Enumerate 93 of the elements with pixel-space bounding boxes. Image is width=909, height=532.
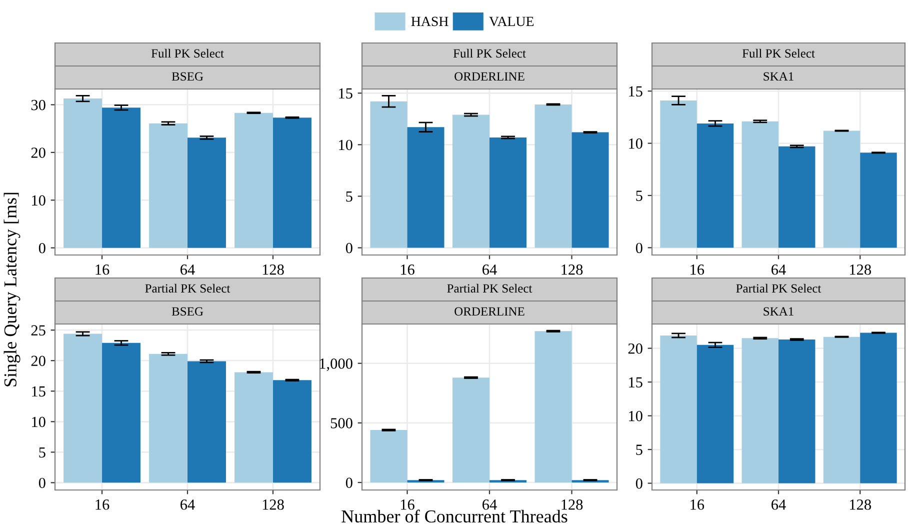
x-tick-label: 128 xyxy=(562,264,583,275)
y-tick-label: 500 xyxy=(330,418,352,428)
legend-label: VALUE xyxy=(489,16,534,26)
bar xyxy=(823,336,860,484)
y-tick-label: 25 xyxy=(31,325,46,336)
x-tick-label: 64 xyxy=(482,264,497,275)
x-tick-label: 128 xyxy=(562,499,583,510)
y-tick-label: 1,000 xyxy=(320,358,352,371)
bar xyxy=(102,108,140,248)
chart-title: Partial PK Select xyxy=(145,284,230,293)
y-tick-label: 15 xyxy=(32,386,46,397)
chart-title: Full PK Select xyxy=(453,48,526,58)
x-tick-label: 64 xyxy=(772,264,786,275)
x-axis-title: Number of Concurrent Threads xyxy=(342,510,568,523)
bar xyxy=(534,104,572,248)
x-tick-label: 64 xyxy=(482,500,497,510)
y-tick-label: 30 xyxy=(31,100,46,110)
bar xyxy=(860,152,897,248)
chart-subtitle: BSEG xyxy=(172,307,204,316)
y-tick-label: 10 xyxy=(32,195,46,206)
x-tick-label: 16 xyxy=(690,264,704,275)
x-tick-label: 128 xyxy=(850,264,871,275)
chart-subtitle: SKA1 xyxy=(764,307,794,316)
bar xyxy=(778,146,816,248)
y-tick-label: 0 xyxy=(38,242,46,254)
bar xyxy=(234,112,273,248)
bar xyxy=(742,121,778,248)
bar xyxy=(696,123,734,248)
chart-subtitle: ORDERLINE xyxy=(454,72,524,81)
bar xyxy=(188,361,226,483)
legend-label: HASH xyxy=(411,16,448,26)
x-tick-label: 16 xyxy=(690,500,704,510)
y-tick-label: 15 xyxy=(629,377,642,388)
y-axis-title: Single Query Latency [ms] xyxy=(4,192,20,386)
bar xyxy=(452,114,490,248)
y-tick-label: 0 xyxy=(38,478,46,488)
y-tick-label: 0 xyxy=(346,242,352,254)
bar xyxy=(534,331,572,482)
y-tick-label: 10 xyxy=(629,410,642,422)
bar xyxy=(572,132,609,248)
y-tick-label: 20 xyxy=(31,148,46,158)
y-tick-label: 0 xyxy=(636,242,642,254)
chart-subtitle: BSEG xyxy=(172,72,204,81)
bar xyxy=(696,344,734,484)
y-tick-label: 5 xyxy=(636,190,642,201)
y-tick-label: 10 xyxy=(629,138,642,149)
bar xyxy=(149,354,188,483)
chart-subtitle: ORDERLINE xyxy=(454,307,524,316)
bar xyxy=(149,123,188,248)
y-tick-label: 10 xyxy=(339,140,352,150)
y-tick-label: 5 xyxy=(39,447,46,458)
bar xyxy=(660,100,697,248)
chart-title: Full PK Select xyxy=(151,48,224,58)
x-tick-label: 128 xyxy=(262,264,284,275)
y-tick-label: 20 xyxy=(628,343,642,354)
bar xyxy=(370,101,408,248)
bar xyxy=(64,334,102,483)
x-tick-label: 64 xyxy=(180,264,195,275)
x-tick-label: 16 xyxy=(400,500,414,510)
bar xyxy=(407,127,444,248)
y-tick-label: 5 xyxy=(636,444,642,455)
bar xyxy=(860,332,897,484)
chart-title: Full PK Select xyxy=(742,48,815,58)
x-tick-label: 16 xyxy=(96,500,110,510)
y-tick-label: 5 xyxy=(346,192,352,202)
y-tick-label: 0 xyxy=(346,478,352,488)
y-tick-label: 0 xyxy=(636,478,642,489)
x-tick-label: 16 xyxy=(96,264,110,275)
x-tick-label: 64 xyxy=(772,500,786,510)
x-tick-label: 64 xyxy=(180,500,195,510)
y-tick-label: 15 xyxy=(629,86,642,97)
bar xyxy=(64,98,102,248)
bar xyxy=(272,118,312,248)
x-tick-label: 128 xyxy=(262,499,284,510)
bar xyxy=(102,342,140,483)
y-tick-label: 10 xyxy=(32,416,46,428)
bar xyxy=(188,138,226,248)
bar xyxy=(660,335,697,484)
x-tick-label: 128 xyxy=(850,499,871,510)
chart-subtitle: SKA1 xyxy=(764,72,794,81)
y-tick-label: 20 xyxy=(31,356,46,366)
bar xyxy=(490,137,527,248)
bar xyxy=(272,380,312,483)
chart-title: Partial PK Select xyxy=(736,284,822,293)
bar xyxy=(823,130,860,248)
bar xyxy=(452,378,490,482)
y-tick-label: 15 xyxy=(339,88,352,99)
bar xyxy=(778,340,816,484)
bar xyxy=(742,338,778,484)
chart-title: Partial PK Select xyxy=(447,284,532,293)
bar xyxy=(234,372,273,483)
x-tick-label: 16 xyxy=(400,264,414,275)
bar xyxy=(370,430,408,482)
